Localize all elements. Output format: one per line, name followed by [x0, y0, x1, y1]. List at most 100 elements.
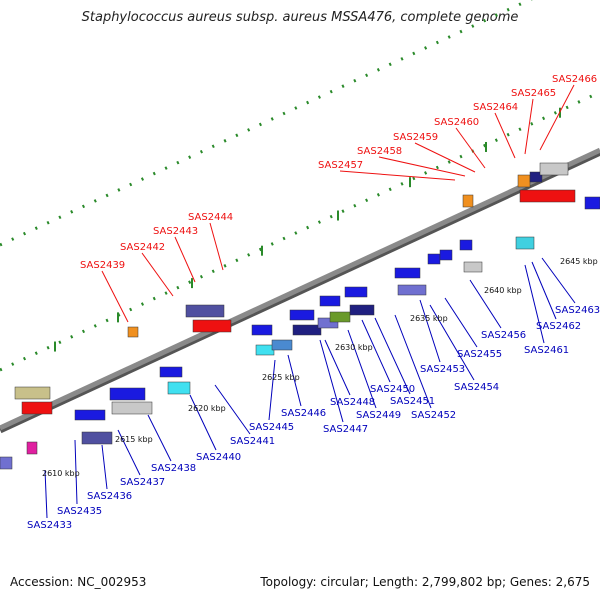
leader-line [174, 236, 196, 283]
gene-box [539, 162, 569, 176]
leader-line [378, 156, 466, 177]
leader-line [339, 170, 456, 181]
leader-line [494, 112, 516, 159]
gene-box [192, 319, 232, 333]
leader-line [324, 339, 351, 396]
gene-box [394, 267, 421, 279]
scale-label: 2630 kbp [335, 343, 373, 352]
gene-box [26, 441, 38, 455]
gene-box [21, 401, 53, 415]
gene-label-reverse: SAS2435 [57, 506, 102, 517]
gene-box [111, 401, 153, 415]
gene-box [344, 286, 368, 298]
gene-box [519, 189, 576, 203]
gene-features [0, 162, 600, 470]
gene-label-reverse: SAS2456 [481, 330, 526, 341]
gene-label-reverse: SAS2433 [27, 520, 72, 531]
leader-line [287, 354, 302, 407]
label-leader-lines [44, 84, 576, 519]
leader-line [189, 394, 217, 451]
scale-labels: 2610 kbp 2615 kbp 2620 kbp 2625 kbp 2630 kbp… [42, 257, 598, 478]
leader-line [141, 252, 174, 297]
gene-label-forward: SAS2444 [188, 212, 233, 223]
gene-box [427, 253, 441, 265]
gene-box [459, 239, 473, 251]
scale-ticks [54, 107, 561, 352]
leader-line [101, 444, 108, 490]
map-title: Staphylococcus aureus subsp. aureus MSSA… [81, 10, 519, 25]
genome-backbone [0, 147, 600, 434]
leader-line [117, 429, 141, 476]
gene-label-forward: SAS2460 [434, 117, 479, 128]
leader-line [361, 319, 391, 383]
scale-label: 2615 kbp [115, 435, 153, 444]
gene-label-forward: SAS2458 [357, 146, 402, 157]
backbone-line [0, 147, 600, 431]
gene-label-reverse: SAS2440 [196, 452, 241, 463]
gene-box [289, 309, 315, 321]
leader-line [469, 279, 502, 329]
gene-label-forward: SAS2439 [80, 260, 125, 271]
leader-line [268, 359, 276, 421]
gene-box [584, 196, 600, 210]
scale-label: 2645 kbp [560, 257, 598, 266]
gene-box [127, 326, 139, 338]
gene-box [74, 409, 106, 421]
gene-box [463, 261, 483, 273]
leader-line [347, 329, 377, 409]
gene-box [462, 194, 474, 208]
gene-box [0, 456, 13, 470]
leader-line [414, 142, 476, 173]
gene-box [14, 386, 51, 400]
gene-label-reverse: SAS2463 [555, 305, 600, 316]
gene-label-reverse: SAS2461 [524, 345, 569, 356]
leader-line [74, 439, 78, 505]
leader-line [394, 314, 432, 409]
gene-label-forward: SAS2466 [552, 74, 597, 85]
gene-label-reverse: SAS2445 [249, 422, 294, 433]
gene-box [515, 236, 535, 250]
leader-line [44, 469, 48, 519]
genome-summary-text: Topology: circular; Length: 2,799,802 bp… [260, 575, 590, 589]
gene-label-reverse: SAS2455 [457, 349, 502, 360]
leader-line [101, 270, 129, 323]
scale-label: 2625 kbp [262, 373, 300, 382]
leader-line [524, 264, 545, 344]
gene-box [529, 171, 543, 183]
scale-label: 2635 kbp [410, 314, 448, 323]
gene-label-reverse: SAS2452 [411, 410, 456, 421]
gene-label-forward: SAS2464 [473, 102, 518, 113]
gene-label-reverse: SAS2446 [281, 408, 326, 419]
leader-line [455, 127, 486, 169]
gene-label-reverse: SAS2454 [454, 382, 499, 393]
leader-line [429, 304, 475, 381]
gene-box [439, 249, 453, 261]
leader-line [539, 84, 575, 151]
scale-label: 2620 kbp [188, 404, 226, 413]
leader-line [214, 384, 251, 435]
gene-box [167, 381, 191, 395]
gene-label-reverse: SAS2437 [120, 477, 165, 488]
gene-box [185, 304, 225, 318]
leader-line [524, 98, 534, 155]
gene-box [349, 304, 375, 316]
gene-label-forward: SAS2457 [318, 160, 363, 171]
gene-label-reverse: SAS2451 [390, 396, 435, 407]
gene-label-reverse: SAS2441 [230, 436, 275, 447]
gene-box [159, 366, 183, 378]
leader-line [374, 317, 411, 395]
gene-label-reverse: SAS2447 [323, 424, 368, 435]
gene-label-reverse: SAS2450 [370, 384, 415, 395]
gene-box [292, 324, 322, 336]
gene-label-reverse: SAS2438 [151, 463, 196, 474]
gene-label-reverse: SAS2448 [330, 397, 375, 408]
leader-line [419, 299, 441, 363]
scale-label: 2640 kbp [484, 286, 522, 295]
gene-label-reverse: SAS2462 [536, 321, 581, 332]
accession-text: Accession: NC_002953 [10, 575, 147, 589]
leader-line [531, 261, 557, 320]
leader-line [444, 297, 478, 348]
gene-box [319, 295, 341, 307]
gene-box [271, 339, 293, 351]
